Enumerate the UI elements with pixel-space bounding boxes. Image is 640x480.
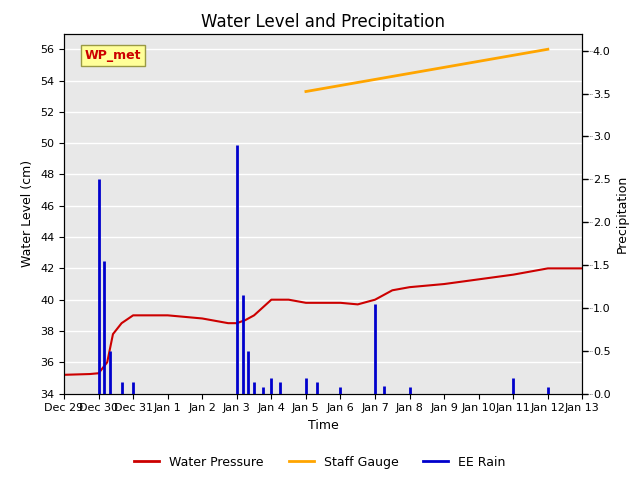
Title: Water Level and Precipitation: Water Level and Precipitation bbox=[201, 12, 445, 31]
Y-axis label: Precipitation: Precipitation bbox=[616, 174, 629, 253]
X-axis label: Time: Time bbox=[308, 419, 339, 432]
Y-axis label: Water Level (cm): Water Level (cm) bbox=[22, 160, 35, 267]
Text: WP_met: WP_met bbox=[84, 49, 141, 62]
Legend: Water Pressure, Staff Gauge, EE Rain: Water Pressure, Staff Gauge, EE Rain bbox=[129, 451, 511, 474]
